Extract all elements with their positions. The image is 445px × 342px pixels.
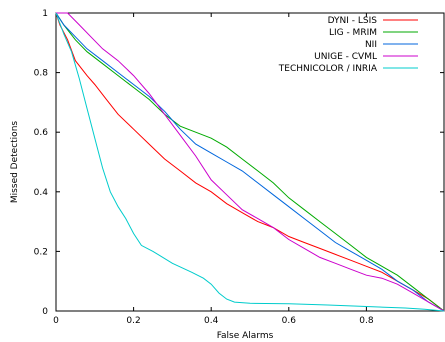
x-tick-label: 0: [53, 316, 59, 326]
series-line-3: [56, 12, 445, 312]
series-line-2: [55, 12, 445, 312]
x-tick-label: 0.2: [126, 316, 140, 326]
series-line-1: [55, 12, 445, 312]
legend-label: UNIGE - CVML: [314, 52, 377, 62]
y-axis-label: Missed Detections: [10, 121, 20, 203]
legend-label: DYNI - LSIS: [328, 16, 378, 26]
plot-frame: [55, 12, 445, 312]
y-tick-label: 0.6: [34, 128, 49, 138]
y-tick-label: 0.2: [34, 247, 48, 257]
x-tick-label: 0.6: [282, 316, 297, 326]
x-tick-label: 0.4: [204, 316, 219, 326]
y-tick-label: 0: [42, 307, 48, 317]
series-line-0: [55, 12, 445, 312]
y-tick-label: 1: [42, 9, 48, 19]
x-axis-ticks: 0 0.2 0.4 0.6 0.8: [53, 13, 374, 326]
y-tick-label: 0.8: [34, 69, 49, 79]
legend: DYNI - LSIS LIG - MRIM NII UNIGE - CVML TECH…: [278, 16, 418, 74]
x-tick-label: 0.8: [359, 316, 374, 326]
legend-label: LIG - MRIM: [329, 28, 377, 38]
x-axis-label: False Alarms: [217, 331, 274, 341]
series-line-4: [55, 12, 445, 312]
legend-label: NII: [365, 40, 377, 50]
y-axis-ticks: 0 0.2 0.4 0.6 0.8 1: [34, 9, 444, 317]
legend-label: TECHNICOLOR / INRIA: [278, 64, 378, 74]
series-lines: [55, 12, 445, 312]
y-tick-label: 0.4: [34, 188, 49, 198]
